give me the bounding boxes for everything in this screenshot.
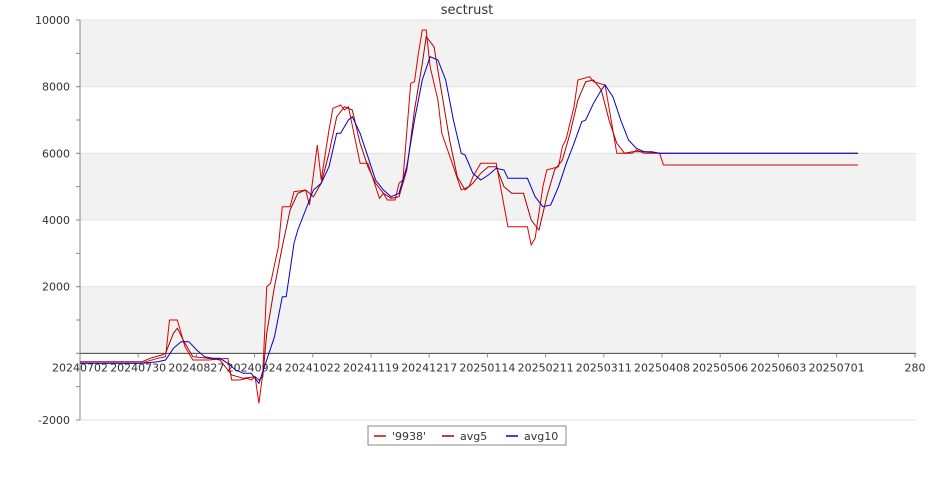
x-tick-label: 20250408	[634, 361, 690, 374]
chart-title: sectrust	[441, 3, 493, 18]
x-tick-label: 20250311	[576, 361, 632, 374]
legend-label: '9938'	[392, 430, 426, 443]
x-axis-ticks: 20240702 20240730 20240827 20240924 20241022…	[52, 353, 926, 374]
y-tick-label: 2000	[42, 281, 70, 294]
background-band	[80, 287, 916, 354]
x-tick-label: 280	[905, 361, 926, 374]
y-tick-label: -2000	[38, 414, 70, 427]
legend: '9938' avg5 avg10	[368, 426, 566, 445]
x-tick-label: 20240827	[168, 361, 224, 374]
x-tick-label: 20250211	[518, 361, 574, 374]
x-tick-label: 20250506	[692, 361, 748, 374]
background-bands	[80, 20, 916, 353]
y-tick-label: 10000	[35, 14, 70, 27]
x-tick-label: 20240924	[227, 361, 283, 374]
x-tick-label: 20250603	[750, 361, 806, 374]
y-tick-label: 6000	[42, 147, 70, 160]
y-tick-label: 4000	[42, 214, 70, 227]
y-tick-label: 8000	[42, 81, 70, 94]
x-tick-label: 20241217	[401, 361, 457, 374]
legend-label: avg10	[524, 430, 558, 443]
background-band	[80, 20, 916, 87]
x-tick-label: 20241022	[285, 361, 341, 374]
x-tick-label: 20250701	[809, 361, 865, 374]
legend-label: avg5	[460, 430, 487, 443]
x-tick-label: 20241119	[343, 361, 399, 374]
background-band	[80, 153, 916, 220]
x-tick-label: 20250114	[459, 361, 515, 374]
